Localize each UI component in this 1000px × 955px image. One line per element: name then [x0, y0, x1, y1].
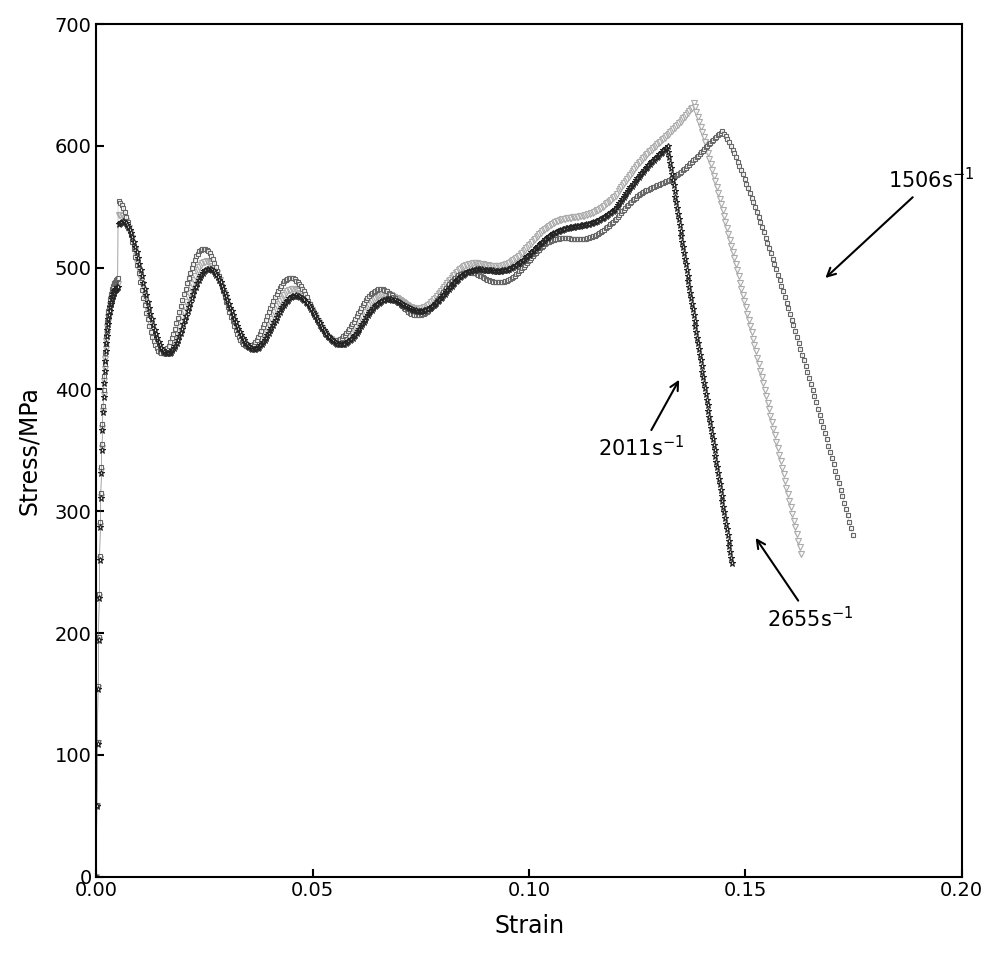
Text: 2011s$^{-1}$: 2011s$^{-1}$: [598, 382, 685, 460]
Y-axis label: Stress/MPa: Stress/MPa: [17, 386, 41, 515]
Text: 1506s$^{-1}$: 1506s$^{-1}$: [827, 167, 975, 276]
X-axis label: Strain: Strain: [494, 914, 564, 939]
Text: 2655s$^{-1}$: 2655s$^{-1}$: [757, 540, 853, 631]
